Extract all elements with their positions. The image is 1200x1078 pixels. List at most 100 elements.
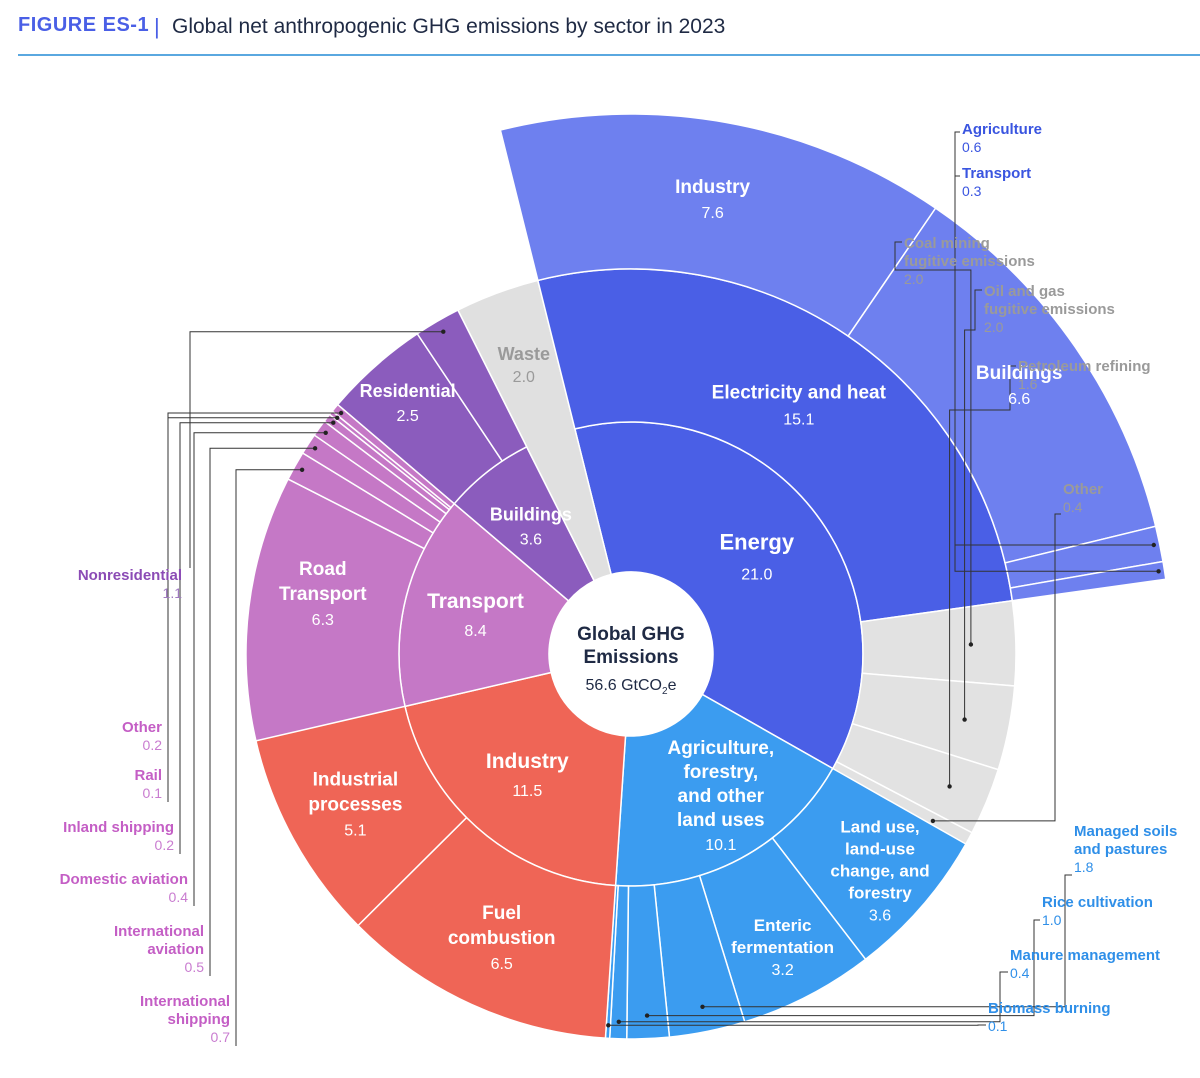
label-elec-industry-name-0: Industry xyxy=(675,177,750,198)
callout-soils-name-0: Managed soils xyxy=(1074,823,1177,840)
callout-nonresidential-leader-dot xyxy=(441,329,446,334)
label-afolu-name-1: forestry, xyxy=(683,762,758,783)
callout-elec-transport-leader xyxy=(954,175,1159,572)
center-title-line1: Global GHG xyxy=(577,624,685,645)
chart-segments xyxy=(245,113,1167,1040)
buildings-sub-1-segment xyxy=(416,309,528,463)
callout-elec-transport-leader-dot xyxy=(1156,569,1161,574)
callout-energy-other-name-0: Other xyxy=(1063,481,1103,498)
label-afolu-name-2: and other xyxy=(678,786,765,807)
callout-elec-agriculture-value: 0.6 xyxy=(962,139,982,155)
callout-intl-aviation-leader xyxy=(209,447,316,976)
header-rule xyxy=(18,54,1200,56)
callout-soils-leader xyxy=(702,874,1072,1008)
callout-intl-shipping-value: 0.7 xyxy=(211,1029,231,1045)
figure-title: Global net anthropogenic GHG emissions b… xyxy=(172,15,726,38)
callout-coal-value: 2.0 xyxy=(904,271,924,287)
label-fuel-value: 6.5 xyxy=(491,956,513,973)
callout-refining-value: 1.6 xyxy=(1018,376,1038,392)
callout-manure-name-0: Manure management xyxy=(1010,947,1160,964)
callout-refining-name-0: Petroleum refining xyxy=(1018,358,1151,375)
callout-biomass-value: 0.1 xyxy=(988,1018,1008,1034)
callout-oilgas-name-1: fugitive emissions xyxy=(984,301,1115,318)
callout-inland-name-0: Inland shipping xyxy=(63,819,174,836)
callout-oilgas-name-0: Oil and gas xyxy=(984,283,1065,300)
label-energy-value: 21.0 xyxy=(741,566,772,583)
callout-refining-leader-dot xyxy=(947,784,952,789)
callout-nonresidential-name-0: Nonresidential xyxy=(78,567,182,584)
callout-coal-name-1: fugitive emissions xyxy=(904,253,1035,270)
center-total-value: 56.6 GtCO2e xyxy=(586,677,677,697)
label-buildings-name-0: Buildings xyxy=(490,505,572,525)
callout-intl-aviation-leader-dot xyxy=(312,446,318,451)
label-processes-name-0: Industrial xyxy=(313,769,399,790)
callout-rail-leader-dot xyxy=(335,415,340,420)
callout-rail-leader xyxy=(167,417,338,802)
callout-rail-value: 0.1 xyxy=(143,785,163,801)
callout-dom-aviation-value: 0.4 xyxy=(169,889,189,905)
callout-elec-transport-name-0: Transport xyxy=(962,165,1031,182)
callout-inland-value: 0.2 xyxy=(155,837,175,853)
callout-elec-agriculture-leader-dot xyxy=(1151,542,1157,548)
label-elec-buildings-name-0: Buildings xyxy=(976,363,1063,384)
chart-labels: Energy 21.0 Agriculture, forestry, and other… xyxy=(60,121,1178,1045)
label-processes-name-1: processes xyxy=(308,794,402,815)
label-buildings-value: 3.6 xyxy=(520,532,542,549)
callout-rail-name-0: Rail xyxy=(134,767,162,784)
callout-intl-aviation-name-1: aviation xyxy=(147,941,204,958)
label-road-name-0: Road xyxy=(299,559,347,580)
label-lulucf-name-3: forestry xyxy=(848,884,912,903)
label-lulucf-name-2: change, and xyxy=(830,862,929,881)
label-fuel-name-1: combustion xyxy=(448,928,556,949)
chart-leader-lines xyxy=(167,131,1161,1046)
callout-manure-leader xyxy=(618,971,1008,1023)
callout-biomass-leader-dot xyxy=(606,1023,611,1028)
figure-separator: | xyxy=(154,14,160,39)
center-title-line2: Emissions xyxy=(583,647,678,668)
label-enteric-name-0: Enteric xyxy=(754,916,812,935)
label-waste-name-0: Waste xyxy=(498,344,550,364)
callout-elec-agriculture-name-0: Agriculture xyxy=(962,121,1042,138)
callout-dom-aviation-name-0: Domestic aviation xyxy=(60,871,188,888)
callout-transport-other-value: 0.2 xyxy=(143,737,163,753)
callout-dom-aviation-leader xyxy=(193,432,326,906)
callout-intl-shipping-leader xyxy=(235,469,303,1046)
label-industry-value: 11.5 xyxy=(512,783,542,800)
callout-coal-leader-dot xyxy=(968,642,974,647)
label-lulucf-name-0: Land use, xyxy=(840,818,919,837)
callout-intl-shipping-name-0: International xyxy=(140,993,230,1010)
callout-dom-aviation-leader-dot xyxy=(323,430,328,435)
callout-coal-name-0: Coal mining xyxy=(904,235,990,252)
label-residential-value: 2.5 xyxy=(396,408,418,425)
callout-nonresidential-leader xyxy=(189,331,444,568)
label-afolu-name-3: land uses xyxy=(677,810,765,831)
callout-soils-value: 1.8 xyxy=(1074,859,1094,875)
label-road-name-1: Transport xyxy=(279,584,367,605)
callout-soils-name-1: and pastures xyxy=(1074,841,1167,858)
callout-energy-other-leader-dot xyxy=(930,818,936,824)
label-elec-industry-value: 7.6 xyxy=(701,205,723,222)
label-electricity-name-0: Electricity and heat xyxy=(712,382,887,403)
callout-rice-value: 1.0 xyxy=(1042,912,1062,928)
callout-oilgas-leader xyxy=(964,289,982,720)
callout-inland-leader xyxy=(179,422,334,854)
label-fuel-name-0: Fuel xyxy=(482,903,521,924)
callout-biomass-name-0: Biomass burning xyxy=(988,1000,1111,1017)
callout-transport-other-leader-dot xyxy=(338,410,344,416)
callout-nonresidential-value: 1.1 xyxy=(163,585,183,601)
figure-header: FIGURE ES-1 | Global net anthropogenic G… xyxy=(18,14,1200,56)
callout-energy-other-value: 0.4 xyxy=(1063,499,1083,515)
callout-intl-aviation-name-0: International xyxy=(114,923,204,940)
label-transport-name-0: Transport xyxy=(427,590,524,613)
callout-elec-transport-value: 0.3 xyxy=(962,183,982,199)
label-lulucf-name-1: land-use xyxy=(845,840,915,859)
label-afolu-name-0: Agriculture, xyxy=(667,738,774,759)
callout-oilgas-value: 2.0 xyxy=(984,319,1004,335)
figure-label: FIGURE ES-1 xyxy=(18,14,150,36)
label-waste-value: 2.0 xyxy=(513,369,535,386)
callout-manure-value: 0.4 xyxy=(1010,965,1030,981)
center-hole xyxy=(549,572,713,736)
label-road-value: 6.3 xyxy=(312,612,334,629)
callout-manure-leader-dot xyxy=(616,1019,621,1024)
label-elec-buildings-value: 6.6 xyxy=(1008,391,1030,408)
